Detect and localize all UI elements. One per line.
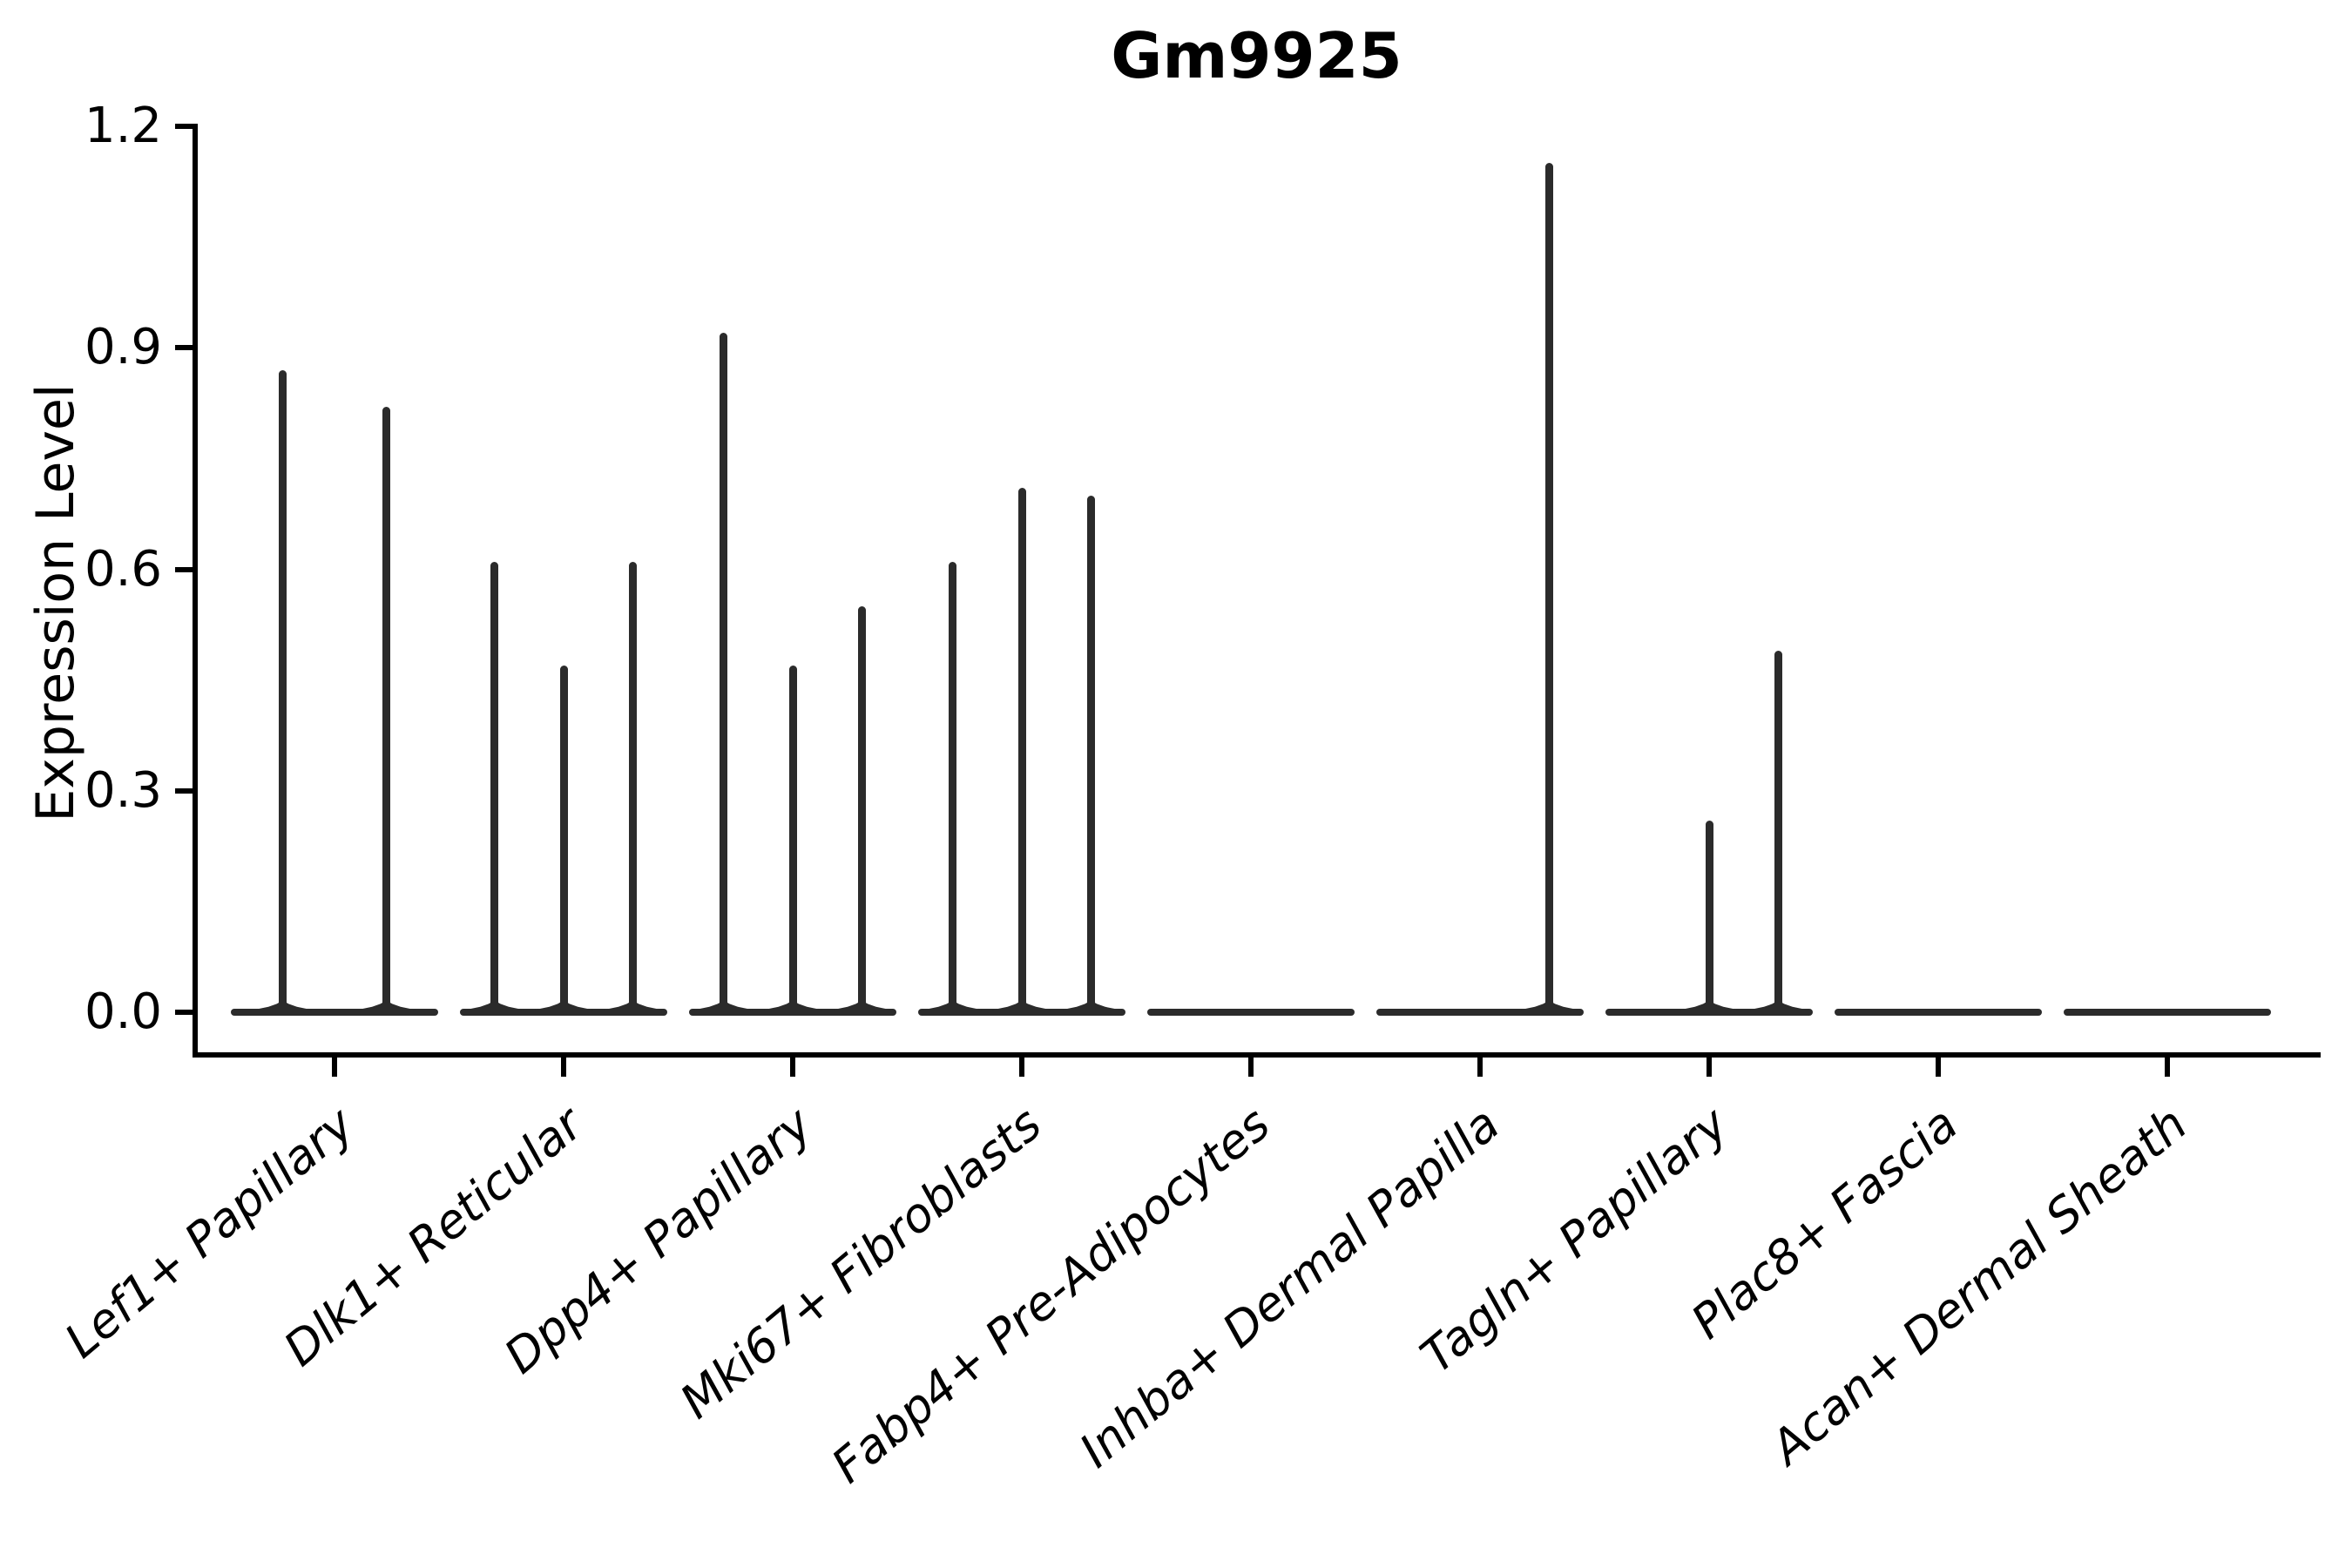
- violin-base-flare: [693, 1002, 754, 1010]
- y-tick-mark: [175, 345, 193, 351]
- violin-spike: [1705, 820, 1713, 1014]
- violin-base-flare: [763, 1002, 822, 1010]
- violin-base-flare: [1519, 1002, 1579, 1010]
- y-axis-label: Expression Level: [25, 383, 86, 822]
- violin-spike: [1774, 650, 1782, 1014]
- y-tick-label: 0.6: [84, 540, 162, 598]
- violin-spike: [382, 407, 390, 1014]
- violin-base-flare: [253, 1002, 313, 1010]
- x-tick-mark: [1019, 1058, 1024, 1077]
- violin-spike: [788, 665, 797, 1014]
- x-tick-label: Acan+ Dermal Sheath: [1760, 1096, 2197, 1476]
- violin-spike: [857, 605, 866, 1014]
- x-tick-label: Fabp4+ Pre-Adipocytes: [821, 1096, 1281, 1494]
- violin-base-flare: [534, 1002, 593, 1010]
- violin-spike: [628, 562, 637, 1014]
- violin-base-flare: [603, 1002, 663, 1010]
- x-tick-mark: [561, 1058, 566, 1077]
- y-tick-mark: [175, 1010, 193, 1015]
- y-tick-label: 0.3: [84, 761, 162, 819]
- x-tick-mark: [332, 1058, 337, 1077]
- violin-baseline: [231, 1009, 438, 1016]
- x-tick-mark: [1248, 1058, 1254, 1077]
- violin-base-flare: [356, 1002, 416, 1010]
- violin-base-flare: [992, 1002, 1051, 1010]
- violin-base-flare: [832, 1002, 892, 1010]
- x-tick-mark: [1707, 1058, 1712, 1077]
- violin-spike: [1086, 495, 1095, 1014]
- y-tick-label: 0.9: [84, 319, 162, 376]
- violin-baseline: [1835, 1009, 2042, 1016]
- x-tick-mark: [1477, 1058, 1483, 1077]
- violin-base-flare: [923, 1002, 983, 1010]
- violin-base-flare: [464, 1002, 524, 1010]
- violin-spike: [559, 665, 568, 1014]
- violin-spike: [490, 562, 499, 1014]
- violin-spike: [1544, 163, 1553, 1014]
- x-tick-mark: [790, 1058, 795, 1077]
- x-tick-mark: [1936, 1058, 1941, 1077]
- x-tick-label: Inhba+ Dermal Papilla: [1069, 1096, 1510, 1478]
- y-tick-label: 1.2: [84, 98, 162, 154]
- violin-spike: [720, 333, 728, 1014]
- violin-baseline: [1376, 1009, 1584, 1016]
- violin-spike: [279, 369, 287, 1014]
- y-tick-mark: [175, 124, 193, 129]
- violin-spike: [949, 562, 957, 1014]
- violin-base-flare: [1680, 1002, 1739, 1010]
- y-axis-spine: [193, 124, 198, 1058]
- y-tick-label: 0.0: [84, 983, 162, 1040]
- x-axis-spine: [193, 1052, 2321, 1058]
- violin-baseline: [2064, 1009, 2271, 1016]
- violin-baseline: [1147, 1009, 1355, 1016]
- violin-spike: [1017, 488, 1026, 1014]
- y-tick-mark: [175, 566, 193, 572]
- violin-base-flare: [1061, 1002, 1121, 1010]
- x-tick-mark: [2165, 1058, 2170, 1077]
- violin-base-flare: [1748, 1002, 1808, 1010]
- chart-title: Gm9925: [1111, 19, 1402, 92]
- y-tick-mark: [175, 787, 193, 794]
